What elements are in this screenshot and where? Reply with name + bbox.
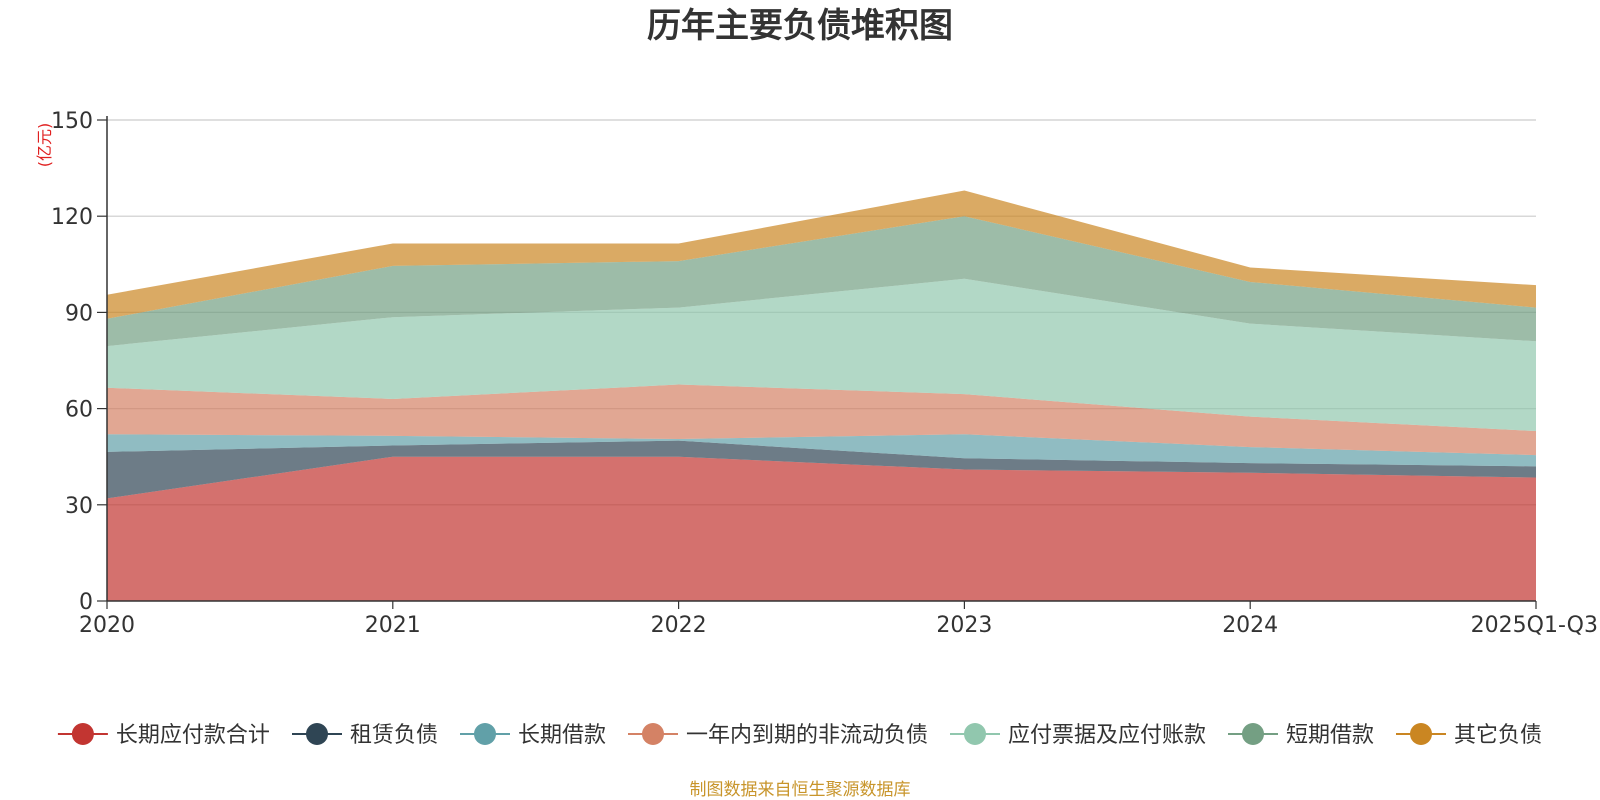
legend-item-1[interactable]: 租赁负债 — [292, 723, 438, 748]
area-series-2[interactable] — [107, 434, 1536, 467]
data-source-note: 制图数据来自恒生聚源数据库 — [690, 780, 911, 800]
axes: 0 30 60 90 120 150 2020 2021 2022 2023 2024 2025Q1-… — [51, 109, 1598, 638]
legend-label: 一年内到期的非流动负债 — [686, 723, 928, 748]
legend-marker — [964, 723, 986, 745]
area-series-0[interactable] — [107, 456, 1536, 601]
x-tick-label: 2021 — [365, 613, 421, 638]
area-series-4[interactable] — [107, 278, 1536, 432]
area-series-1[interactable] — [107, 440, 1536, 499]
legend-marker — [474, 723, 496, 745]
area-series — [107, 190, 1536, 601]
legend-label: 应付票据及应付账款 — [1008, 723, 1206, 748]
y-tick-label: 90 — [65, 301, 93, 326]
legend-item-6[interactable]: 其它负债 — [1396, 723, 1542, 748]
legend-label: 租赁负债 — [350, 723, 438, 748]
legend[interactable]: 长期应付款合计 租赁负债 长期借款 一年内到期的非流动负债 应付票据及应付账款 短期借款 其… — [57, 723, 1542, 748]
area-series-6[interactable] — [107, 190, 1536, 319]
legend-label: 长期应付款合计 — [116, 723, 270, 748]
legend-marker — [306, 723, 328, 745]
y-tick-label: 120 — [51, 205, 93, 230]
chart-title: 历年主要负债堆积图 — [647, 6, 953, 46]
legend-item-3[interactable]: 一年内到期的非流动负债 — [628, 723, 928, 748]
legend-item-2[interactable]: 长期借款 — [460, 723, 606, 748]
area-series-3[interactable] — [107, 384, 1536, 456]
x-tick-label: 2022 — [651, 613, 707, 638]
legend-marker — [71, 723, 94, 745]
legend-item-5[interactable]: 短期借款 — [1228, 723, 1374, 748]
legend-label: 短期借款 — [1286, 723, 1374, 748]
legend-item-4[interactable]: 应付票据及应付账款 — [950, 723, 1206, 748]
x-tick-label: 2023 — [936, 613, 992, 638]
area-series-5[interactable] — [107, 216, 1536, 347]
x-tick-label: 2024 — [1222, 613, 1278, 638]
legend-marker — [1410, 723, 1432, 745]
legend-marker — [1242, 723, 1264, 745]
x-tick-label: 2020 — [79, 613, 135, 638]
x-tick-label: 2025Q1-Q3 — [1471, 613, 1598, 638]
legend-marker — [642, 723, 664, 745]
legend-label: 长期借款 — [518, 723, 606, 748]
y-tick-label: 150 — [51, 109, 93, 134]
y-axis-unit: (亿元) — [35, 123, 54, 168]
legend-item-0[interactable]: 长期应付款合计 — [57, 723, 270, 748]
legend-label: 其它负债 — [1454, 723, 1542, 748]
y-tick-label: 30 — [65, 494, 93, 519]
y-tick-label: 60 — [65, 398, 93, 423]
y-tick-label: 0 — [79, 590, 93, 615]
